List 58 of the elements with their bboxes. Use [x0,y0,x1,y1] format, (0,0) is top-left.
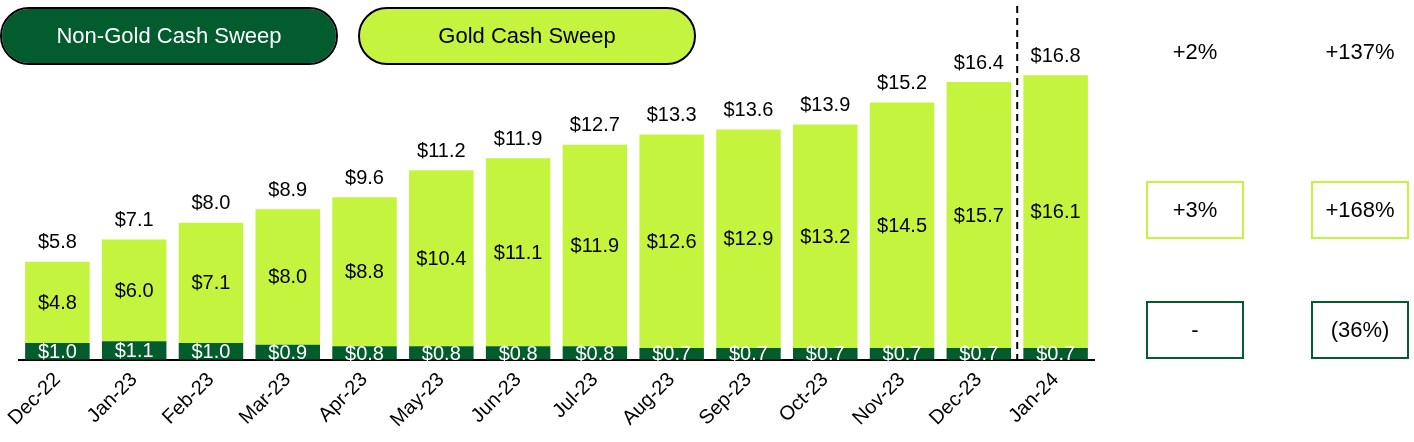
data-label: $13.2 [800,224,851,247]
data-label: $0.8 [575,341,615,364]
data-label: $14.5 [877,213,928,236]
total-label: $9.6 [345,165,384,188]
data-label: $1.0 [37,339,77,362]
data-label: $12.9 [723,227,774,250]
total-label: $13.3 [646,103,697,126]
text: - [1191,317,1199,343]
data-label: $0.7 [959,342,999,365]
bar [178,222,244,343]
data-label: $7.1 [191,271,231,294]
bar [485,158,551,347]
total-label: $13.9 [800,92,851,115]
data-label: $0.7 [1036,342,1076,365]
text: +3% [1172,197,1218,223]
data-label: $12.6 [646,229,697,252]
bar [255,209,320,345]
total-label: $12.7 [569,113,620,136]
total-label: $7.1 [114,208,154,231]
total-label: $16.8 [1030,43,1081,66]
text: Gold Cash Sweep [438,23,616,49]
data-label: $10.4 [416,246,467,269]
data-label: $0.7 [882,342,922,365]
data-label: $15.7 [953,203,1004,226]
bar [562,144,628,347]
data-label: $11.1 [493,240,543,263]
bar [25,261,90,343]
text: Non-Gold Cash Sweep [56,23,282,49]
data-label: $0.9 [268,340,308,363]
total-label: $8.9 [268,177,308,200]
bar [101,239,167,342]
total-label: $11.2 [417,138,466,161]
bar [409,170,474,347]
total-label: $15.2 [877,70,928,93]
text: +2% [1172,39,1218,65]
data-label: $8.0 [268,265,308,288]
data-label: $6.0 [114,278,154,301]
data-label: $11.9 [570,234,620,257]
data-label: $4.8 [37,290,77,313]
text: (36%) [1330,317,1390,343]
data-label: $0.8 [345,341,384,364]
data-label: $16.1 [1030,200,1081,223]
data-label: $0.7 [729,342,768,365]
data-label: $1.1 [114,339,154,362]
total-label: $13.6 [723,98,774,121]
data-label: $0.8 [498,341,538,364]
data-label: $1.0 [191,339,231,362]
total-label: $11.9 [493,126,543,149]
text: +168% [1325,197,1395,223]
bar [332,197,397,347]
data-label: $8.8 [345,260,384,283]
data-label: $0.7 [805,342,845,365]
total-label: $8.0 [191,191,231,214]
data-label: $0.8 [421,341,461,364]
total-label: $5.8 [37,230,77,253]
data-label: $0.7 [652,342,692,365]
total-label: $16.4 [953,50,1004,73]
text: +137% [1325,39,1395,65]
